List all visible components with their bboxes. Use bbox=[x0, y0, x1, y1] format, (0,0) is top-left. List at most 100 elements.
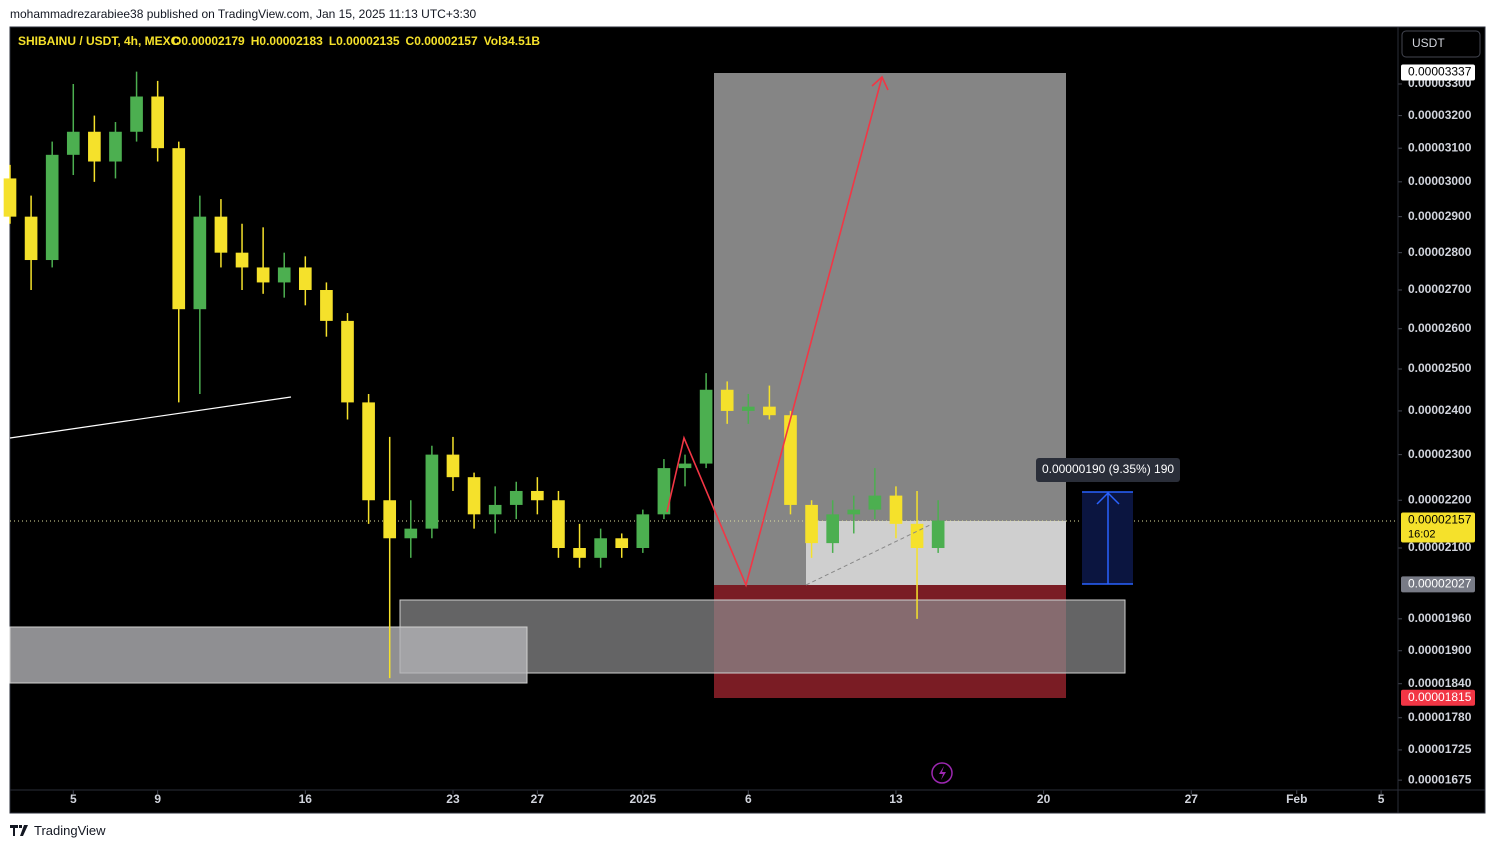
currency-button-text[interactable]: USDT bbox=[1412, 36, 1445, 50]
candle-body bbox=[172, 148, 186, 310]
candle-body bbox=[657, 468, 671, 515]
event-icon-bolt[interactable] bbox=[939, 766, 946, 780]
candle-body bbox=[45, 154, 59, 261]
x-tick-label: 9 bbox=[154, 792, 161, 806]
candle-body bbox=[130, 96, 143, 132]
candle-body bbox=[425, 454, 439, 529]
footer-brand: TradingView bbox=[10, 823, 106, 838]
candle-body bbox=[720, 389, 734, 411]
candle-body bbox=[151, 96, 164, 149]
candle-body bbox=[235, 252, 249, 268]
y-tick-label: 0.00002300 bbox=[1408, 447, 1472, 461]
candle-body bbox=[741, 406, 755, 411]
candle-body bbox=[446, 454, 460, 478]
price-label: 0.00001815 bbox=[1408, 690, 1472, 704]
candle-body bbox=[66, 131, 80, 155]
y-tick-label: 0.00003100 bbox=[1408, 140, 1472, 154]
y-tick-label: 0.00002800 bbox=[1408, 245, 1472, 259]
candle-body bbox=[88, 131, 101, 162]
candle-body bbox=[868, 495, 882, 510]
y-tick-label: 0.00001675 bbox=[1408, 772, 1472, 786]
candle-body bbox=[298, 267, 312, 291]
projection-arrowhead bbox=[871, 75, 889, 91]
projection-path bbox=[666, 76, 883, 588]
author-line: mohammadrezarabiee38 published on Tradin… bbox=[10, 7, 477, 21]
x-tick-label: 23 bbox=[446, 792, 460, 806]
ohlc-value: H0.00002183 bbox=[251, 34, 323, 48]
grid bbox=[72, 83, 1402, 794]
measure-arrowhead bbox=[1096, 491, 1120, 505]
price-label: 0.00002027 bbox=[1408, 577, 1472, 591]
brand-text: TradingView bbox=[34, 823, 106, 838]
candle-body bbox=[847, 509, 861, 515]
candle-body bbox=[256, 267, 270, 283]
price-label: 0.00002157 bbox=[1408, 513, 1472, 527]
candle-body bbox=[467, 477, 481, 515]
candle-body bbox=[488, 504, 502, 515]
y-tick-label: 0.00002400 bbox=[1408, 403, 1472, 417]
ohlc-legend: O0.00002179 H0.00002183 L0.00002135 C0.0000… bbox=[172, 34, 540, 48]
y-tick-label: 0.00002200 bbox=[1408, 492, 1472, 506]
dashed-trend bbox=[805, 524, 931, 586]
candles bbox=[3, 71, 945, 679]
measure-label-box bbox=[1036, 458, 1180, 482]
x-tick-label: 6 bbox=[745, 792, 752, 806]
y-tick-label: 0.00002100 bbox=[1408, 540, 1472, 554]
candle-body bbox=[615, 538, 629, 549]
candle-body bbox=[404, 528, 418, 539]
event-icon[interactable] bbox=[931, 762, 953, 784]
candle-body bbox=[910, 523, 924, 549]
price-label: 0.00003337 bbox=[1408, 65, 1472, 79]
y-tick-label: 0.00001900 bbox=[1408, 643, 1472, 657]
candle-body bbox=[573, 548, 586, 558]
candle-body bbox=[784, 415, 797, 505]
candle-body bbox=[805, 504, 818, 544]
countdown: 16:02 bbox=[1408, 528, 1436, 540]
candle-body bbox=[277, 267, 291, 283]
y-tick-label: 0.00003000 bbox=[1408, 174, 1472, 188]
target-zone bbox=[714, 73, 1066, 585]
ohlc-value: Vol34.51B bbox=[484, 34, 541, 48]
brand-logo bbox=[10, 824, 28, 836]
x-tick-label: 2025 bbox=[629, 792, 656, 806]
x-tick-label: 5 bbox=[1378, 792, 1385, 806]
y-tick-label: 0.00002600 bbox=[1408, 321, 1472, 335]
candle-body bbox=[214, 216, 228, 253]
y-tick-label: 0.00003200 bbox=[1408, 108, 1472, 122]
y-tick-label: 0.00003300 bbox=[1408, 76, 1472, 90]
candle-body bbox=[678, 463, 692, 469]
candle-body bbox=[24, 216, 38, 261]
open-profit-zone bbox=[806, 521, 1066, 585]
candle-body bbox=[193, 216, 207, 310]
measure-box bbox=[1082, 492, 1133, 584]
x-tick-label: 13 bbox=[889, 792, 903, 806]
candle-body bbox=[636, 514, 650, 549]
candle-body bbox=[341, 320, 354, 403]
symbol: SHIBAINU / USDT, 4h, MEXC bbox=[18, 34, 180, 48]
candle-body bbox=[320, 290, 333, 321]
y-tick-label: 0.00001960 bbox=[1408, 611, 1472, 625]
measure-label: 0.00000190 (9.35%) 190 bbox=[1042, 462, 1174, 476]
demand-zone bbox=[399, 599, 1126, 674]
y-tick-label: 0.00001725 bbox=[1408, 742, 1472, 756]
candle-body bbox=[594, 538, 607, 558]
y-tick-label: 0.00001780 bbox=[1408, 710, 1472, 724]
x-tick-label: 27 bbox=[1185, 792, 1199, 806]
price-label-box bbox=[1401, 512, 1475, 543]
candle-body bbox=[826, 514, 840, 544]
y-tick-label: 0.00002500 bbox=[1408, 361, 1472, 375]
price-label-box bbox=[1401, 64, 1475, 81]
candle-body bbox=[531, 490, 544, 501]
ohlc-value: C0.00002157 bbox=[406, 34, 478, 48]
x-tick-label: 20 bbox=[1037, 792, 1051, 806]
candle-body bbox=[383, 500, 397, 539]
ohlc-value: O0.00002179 bbox=[172, 34, 245, 48]
candle-body bbox=[362, 402, 375, 501]
support-zone bbox=[9, 626, 528, 684]
candle-body bbox=[509, 490, 523, 505]
candle-body bbox=[699, 389, 713, 464]
trend-line bbox=[9, 396, 292, 439]
currency-button[interactable] bbox=[1401, 30, 1481, 58]
